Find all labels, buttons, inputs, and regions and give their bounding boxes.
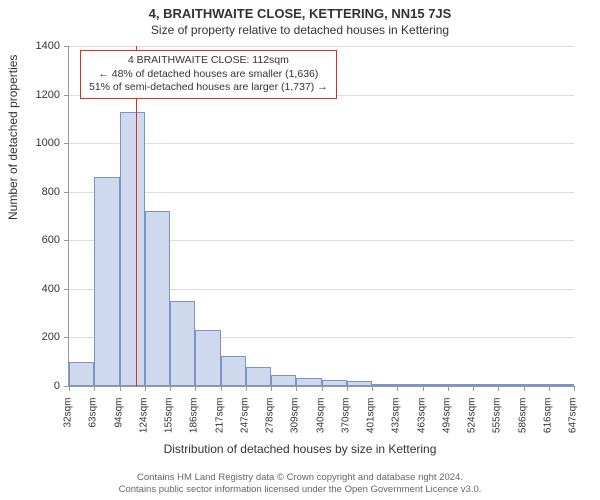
xtick-mark — [448, 386, 449, 391]
xtick-mark — [372, 386, 373, 391]
histogram-bar — [120, 112, 145, 386]
xtick-label: 647sqm — [568, 398, 579, 458]
xtick-label: 524sqm — [467, 398, 478, 458]
ytick-label: 400 — [0, 283, 60, 295]
xtick-mark — [94, 386, 95, 391]
histogram-bar — [549, 384, 574, 386]
xtick-label: 94sqm — [113, 398, 124, 458]
ytick-label: 1200 — [0, 89, 60, 101]
gridline — [69, 143, 574, 144]
histogram-bar — [145, 211, 170, 386]
xtick-mark — [69, 386, 70, 391]
ytick-mark — [64, 143, 69, 144]
histogram-bar — [271, 375, 296, 386]
xtick-label: 555sqm — [492, 398, 503, 458]
ytick-label: 0 — [0, 380, 60, 392]
xtick-label: 309sqm — [290, 398, 301, 458]
ytick-label: 800 — [0, 186, 60, 198]
histogram-bar — [347, 381, 372, 386]
histogram-bar — [170, 301, 195, 386]
histogram-bar — [372, 384, 397, 386]
xtick-mark — [423, 386, 424, 391]
xtick-mark — [271, 386, 272, 391]
histogram-bar — [498, 384, 523, 386]
ytick-mark — [64, 46, 69, 47]
ytick-label: 1000 — [0, 137, 60, 149]
histogram-bar — [94, 177, 119, 386]
histogram-bar — [397, 384, 422, 386]
gridline — [69, 46, 574, 47]
xtick-label: 616sqm — [542, 398, 553, 458]
xtick-mark — [574, 386, 575, 391]
histogram-bar — [423, 384, 448, 386]
ytick-label: 1400 — [0, 40, 60, 52]
xtick-mark — [524, 386, 525, 391]
title-sub: Size of property relative to detached ho… — [0, 21, 600, 37]
info-line-1: 4 BRAITHWAITE CLOSE: 112sqm — [89, 54, 328, 68]
xtick-label: 247sqm — [239, 398, 250, 458]
xtick-mark — [498, 386, 499, 391]
histogram-bar — [473, 384, 498, 386]
gridline — [69, 192, 574, 193]
histogram-bar — [448, 384, 473, 386]
histogram-bar — [246, 367, 271, 386]
xtick-mark — [549, 386, 550, 391]
xtick-label: 63sqm — [88, 398, 99, 458]
info-line-3: 51% of semi-detached houses are larger (… — [89, 81, 328, 95]
histogram-bar — [296, 378, 321, 387]
xtick-label: 463sqm — [416, 398, 427, 458]
xtick-label: 217sqm — [214, 398, 225, 458]
chart-container: 4, BRAITHWAITE CLOSE, KETTERING, NN15 7J… — [0, 0, 600, 500]
xtick-label: 370sqm — [340, 398, 351, 458]
xtick-mark — [221, 386, 222, 391]
footer-line-1: Contains HM Land Registry data © Crown c… — [0, 472, 600, 484]
xtick-label: 401sqm — [366, 398, 377, 458]
xtick-mark — [246, 386, 247, 391]
xtick-label: 124sqm — [138, 398, 149, 458]
histogram-bar — [322, 380, 347, 386]
xtick-label: 155sqm — [164, 398, 175, 458]
xtick-mark — [195, 386, 196, 391]
xtick-label: 32sqm — [63, 398, 74, 458]
xtick-mark — [145, 386, 146, 391]
xtick-label: 494sqm — [441, 398, 452, 458]
ytick-mark — [64, 192, 69, 193]
footer-line-2: Contains public sector information licen… — [0, 484, 600, 496]
footer: Contains HM Land Registry data © Crown c… — [0, 472, 600, 496]
ytick-mark — [64, 289, 69, 290]
xtick-mark — [397, 386, 398, 391]
xtick-label: 340sqm — [315, 398, 326, 458]
xtick-mark — [322, 386, 323, 391]
ytick-label: 600 — [0, 234, 60, 246]
ytick-label: 200 — [0, 331, 60, 343]
xtick-mark — [170, 386, 171, 391]
xtick-label: 586sqm — [517, 398, 528, 458]
histogram-bar — [524, 384, 549, 386]
info-line-2: ← 48% of detached houses are smaller (1,… — [89, 68, 328, 82]
xtick-mark — [347, 386, 348, 391]
title-main: 4, BRAITHWAITE CLOSE, KETTERING, NN15 7J… — [0, 0, 600, 21]
histogram-bar — [221, 356, 246, 386]
info-box: 4 BRAITHWAITE CLOSE: 112sqm ← 48% of det… — [80, 50, 337, 99]
ytick-mark — [64, 95, 69, 96]
xtick-label: 186sqm — [189, 398, 200, 458]
histogram-bar — [69, 362, 94, 386]
ytick-mark — [64, 337, 69, 338]
xtick-label: 278sqm — [265, 398, 276, 458]
histogram-bar — [195, 330, 220, 386]
xtick-mark — [120, 386, 121, 391]
xtick-label: 432sqm — [391, 398, 402, 458]
xtick-mark — [473, 386, 474, 391]
xtick-mark — [296, 386, 297, 391]
ytick-mark — [64, 240, 69, 241]
